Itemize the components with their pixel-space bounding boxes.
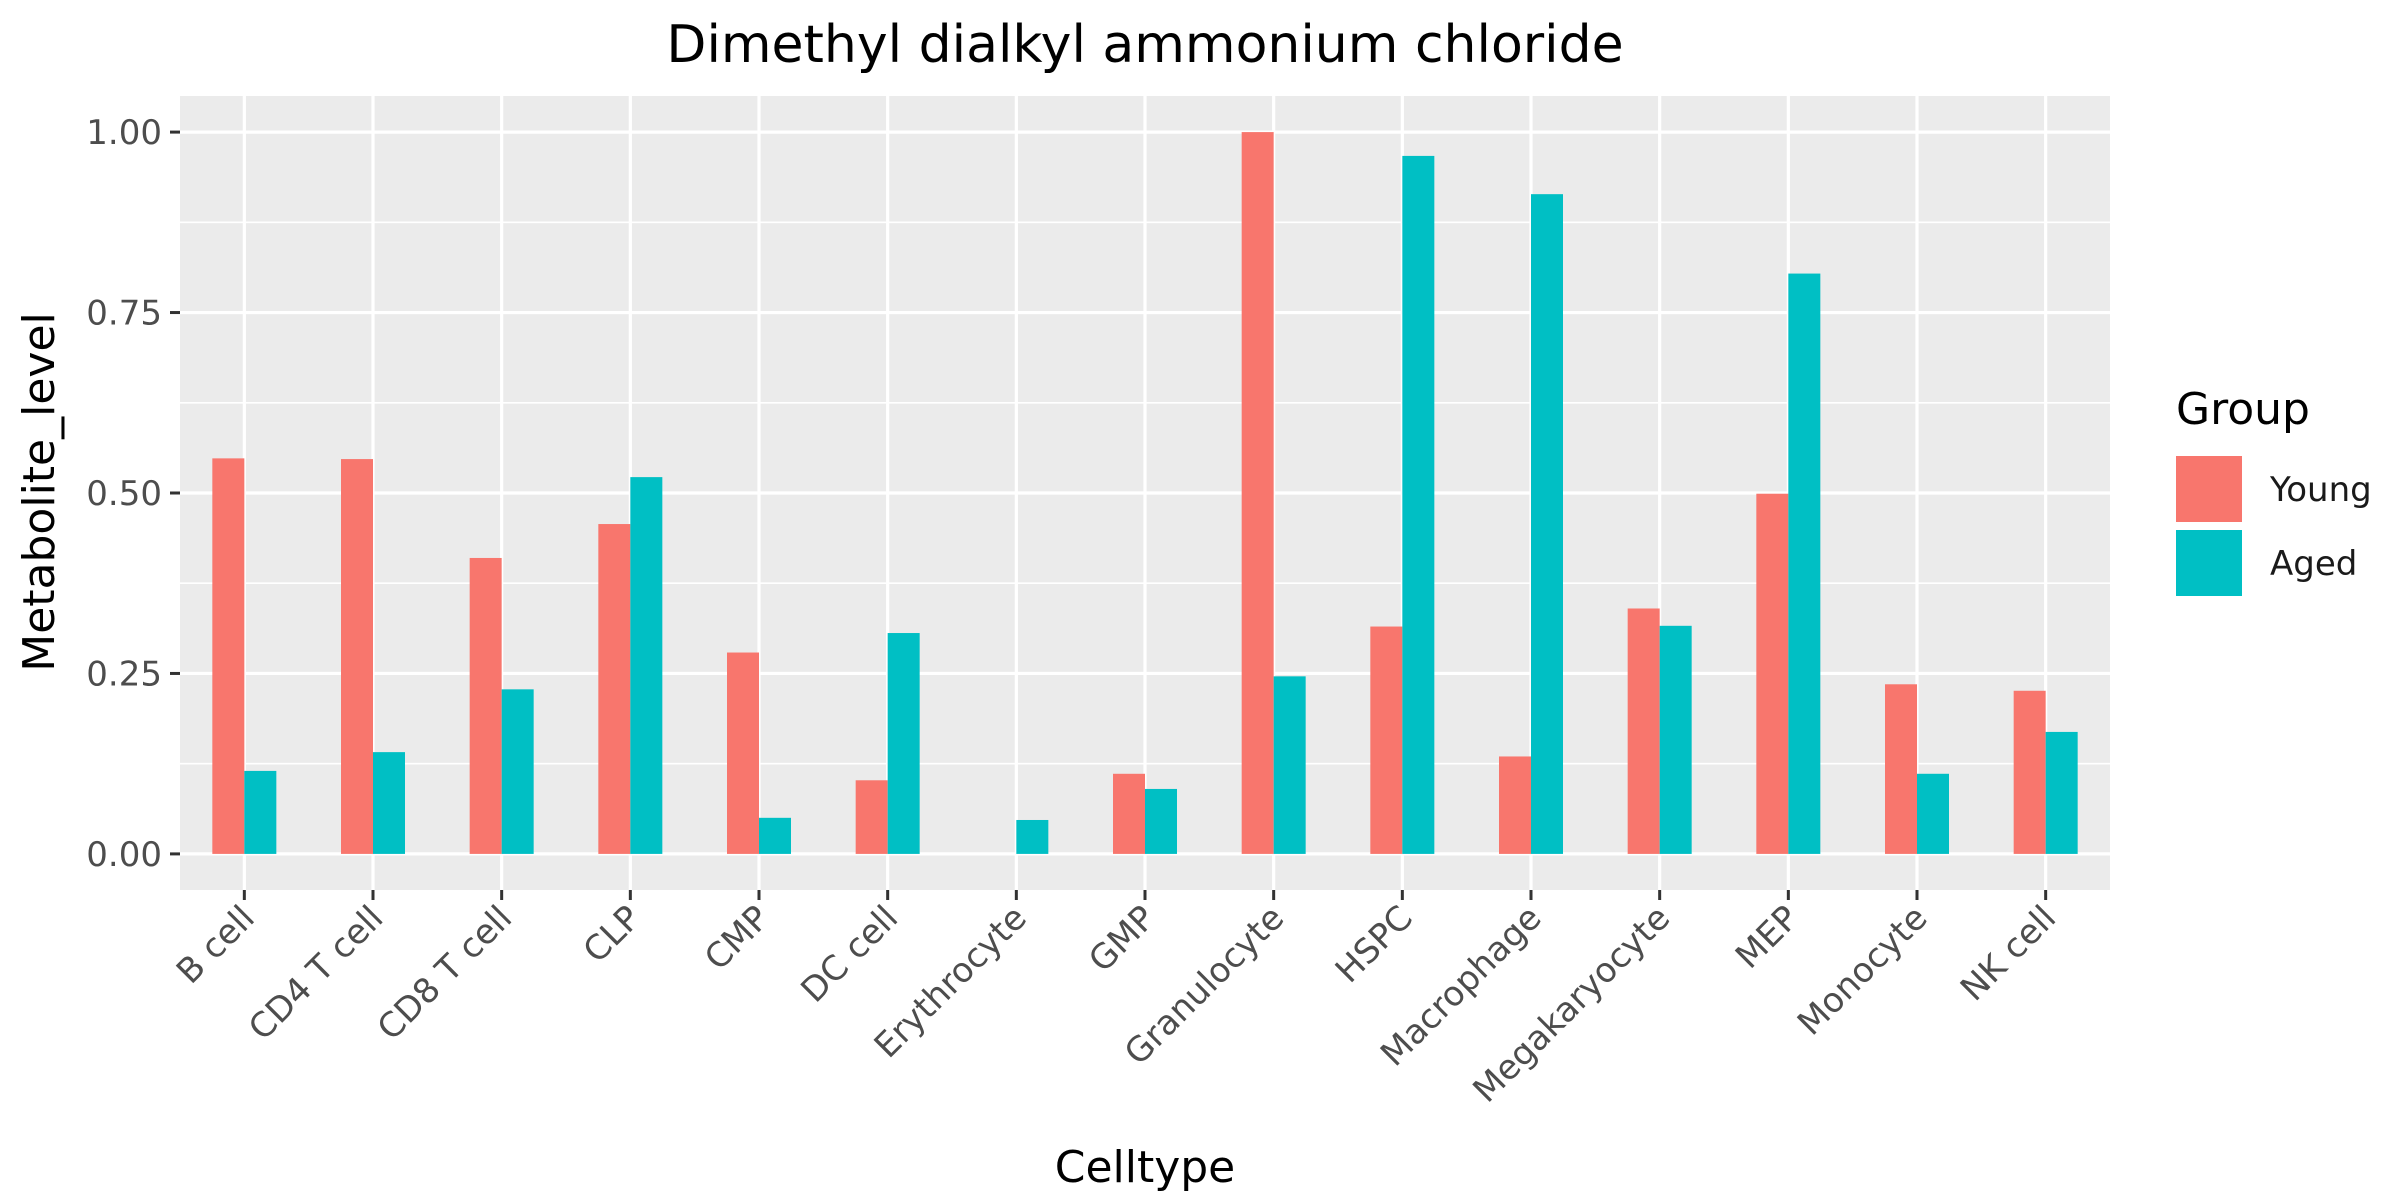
bar-young-gmp	[1113, 773, 1145, 854]
y-tick-label: 1.00	[86, 113, 162, 153]
y-tick-label: 0.25	[86, 654, 162, 694]
bar-young-cmp	[727, 652, 759, 854]
bar-aged-clp	[630, 477, 663, 854]
bar-aged-gmp	[1145, 788, 1177, 854]
bar-aged-megakaryocyte	[1659, 625, 1692, 854]
y-axis-title: Metabolite_level	[14, 312, 65, 672]
x-tick-label: NK cell	[1953, 898, 2064, 1009]
legend: Group Young Aged	[2176, 384, 2372, 596]
x-tick-label: CD8 T cell	[370, 898, 520, 1048]
chart-title: Dimethyl dialkyl ammonium chloride	[666, 15, 1623, 75]
x-tick-label: Monocyte	[1790, 898, 1935, 1043]
legend-label-young: Young	[2269, 470, 2372, 510]
bar-aged-cd8-t-cell	[501, 689, 534, 854]
x-tick-label: CMP	[697, 898, 777, 978]
bar-young-macrophage	[1499, 756, 1531, 854]
bar-aged-hspc	[1402, 155, 1435, 854]
bar-aged-macrophage	[1531, 194, 1563, 854]
legend-title: Group	[2176, 384, 2310, 435]
bar-young-mep	[1756, 493, 1789, 854]
bar-aged-dc-cell	[887, 633, 920, 854]
y-tick-label: 0.50	[86, 474, 162, 514]
bar-young-monocyte	[1885, 684, 1917, 854]
bars	[212, 132, 2078, 854]
legend-key-young	[2176, 456, 2242, 522]
y-tick-label: 0.00	[86, 835, 162, 875]
bar-aged-cd4-t-cell	[373, 752, 405, 854]
y-tick-label: 0.75	[86, 294, 162, 334]
y-axis: 0.00 0.25 0.50 0.75 1.00	[86, 113, 180, 875]
bar-aged-granulocyte	[1273, 676, 1306, 854]
bar-young-dc-cell	[855, 780, 888, 854]
x-tick-label: CLP	[576, 898, 649, 971]
bar-young-nk-cell	[2013, 690, 2046, 854]
bar-aged-b-cell	[244, 770, 277, 854]
bar-young-cd8-t-cell	[469, 557, 502, 854]
legend-label-aged: Aged	[2270, 544, 2357, 584]
legend-key-aged	[2176, 530, 2242, 596]
bar-aged-erythrocyte	[1016, 819, 1049, 854]
x-axis-title: Celltype	[1055, 1142, 1236, 1193]
x-tick-label: MEP	[1728, 898, 1807, 977]
x-tick-label: GMP	[1081, 898, 1163, 980]
x-tick-label: DC cell	[793, 898, 906, 1011]
bar-aged-mep	[1788, 273, 1821, 854]
bar-aged-nk-cell	[2045, 731, 2078, 854]
bar-young-hspc	[1370, 626, 1403, 854]
x-tick-label: CD4 T cell	[241, 898, 391, 1048]
bar-young-granulocyte	[1241, 132, 1274, 854]
x-tick-label: B cell	[169, 898, 263, 992]
bar-aged-cmp	[759, 817, 791, 854]
bar-young-clp	[598, 524, 631, 854]
bar-young-megakaryocyte	[1627, 608, 1660, 854]
x-tick-label: HSPC	[1328, 898, 1421, 991]
bar-young-cd4-t-cell	[341, 459, 373, 854]
bar-aged-monocyte	[1917, 773, 1949, 854]
bar-young-b-cell	[212, 458, 245, 854]
